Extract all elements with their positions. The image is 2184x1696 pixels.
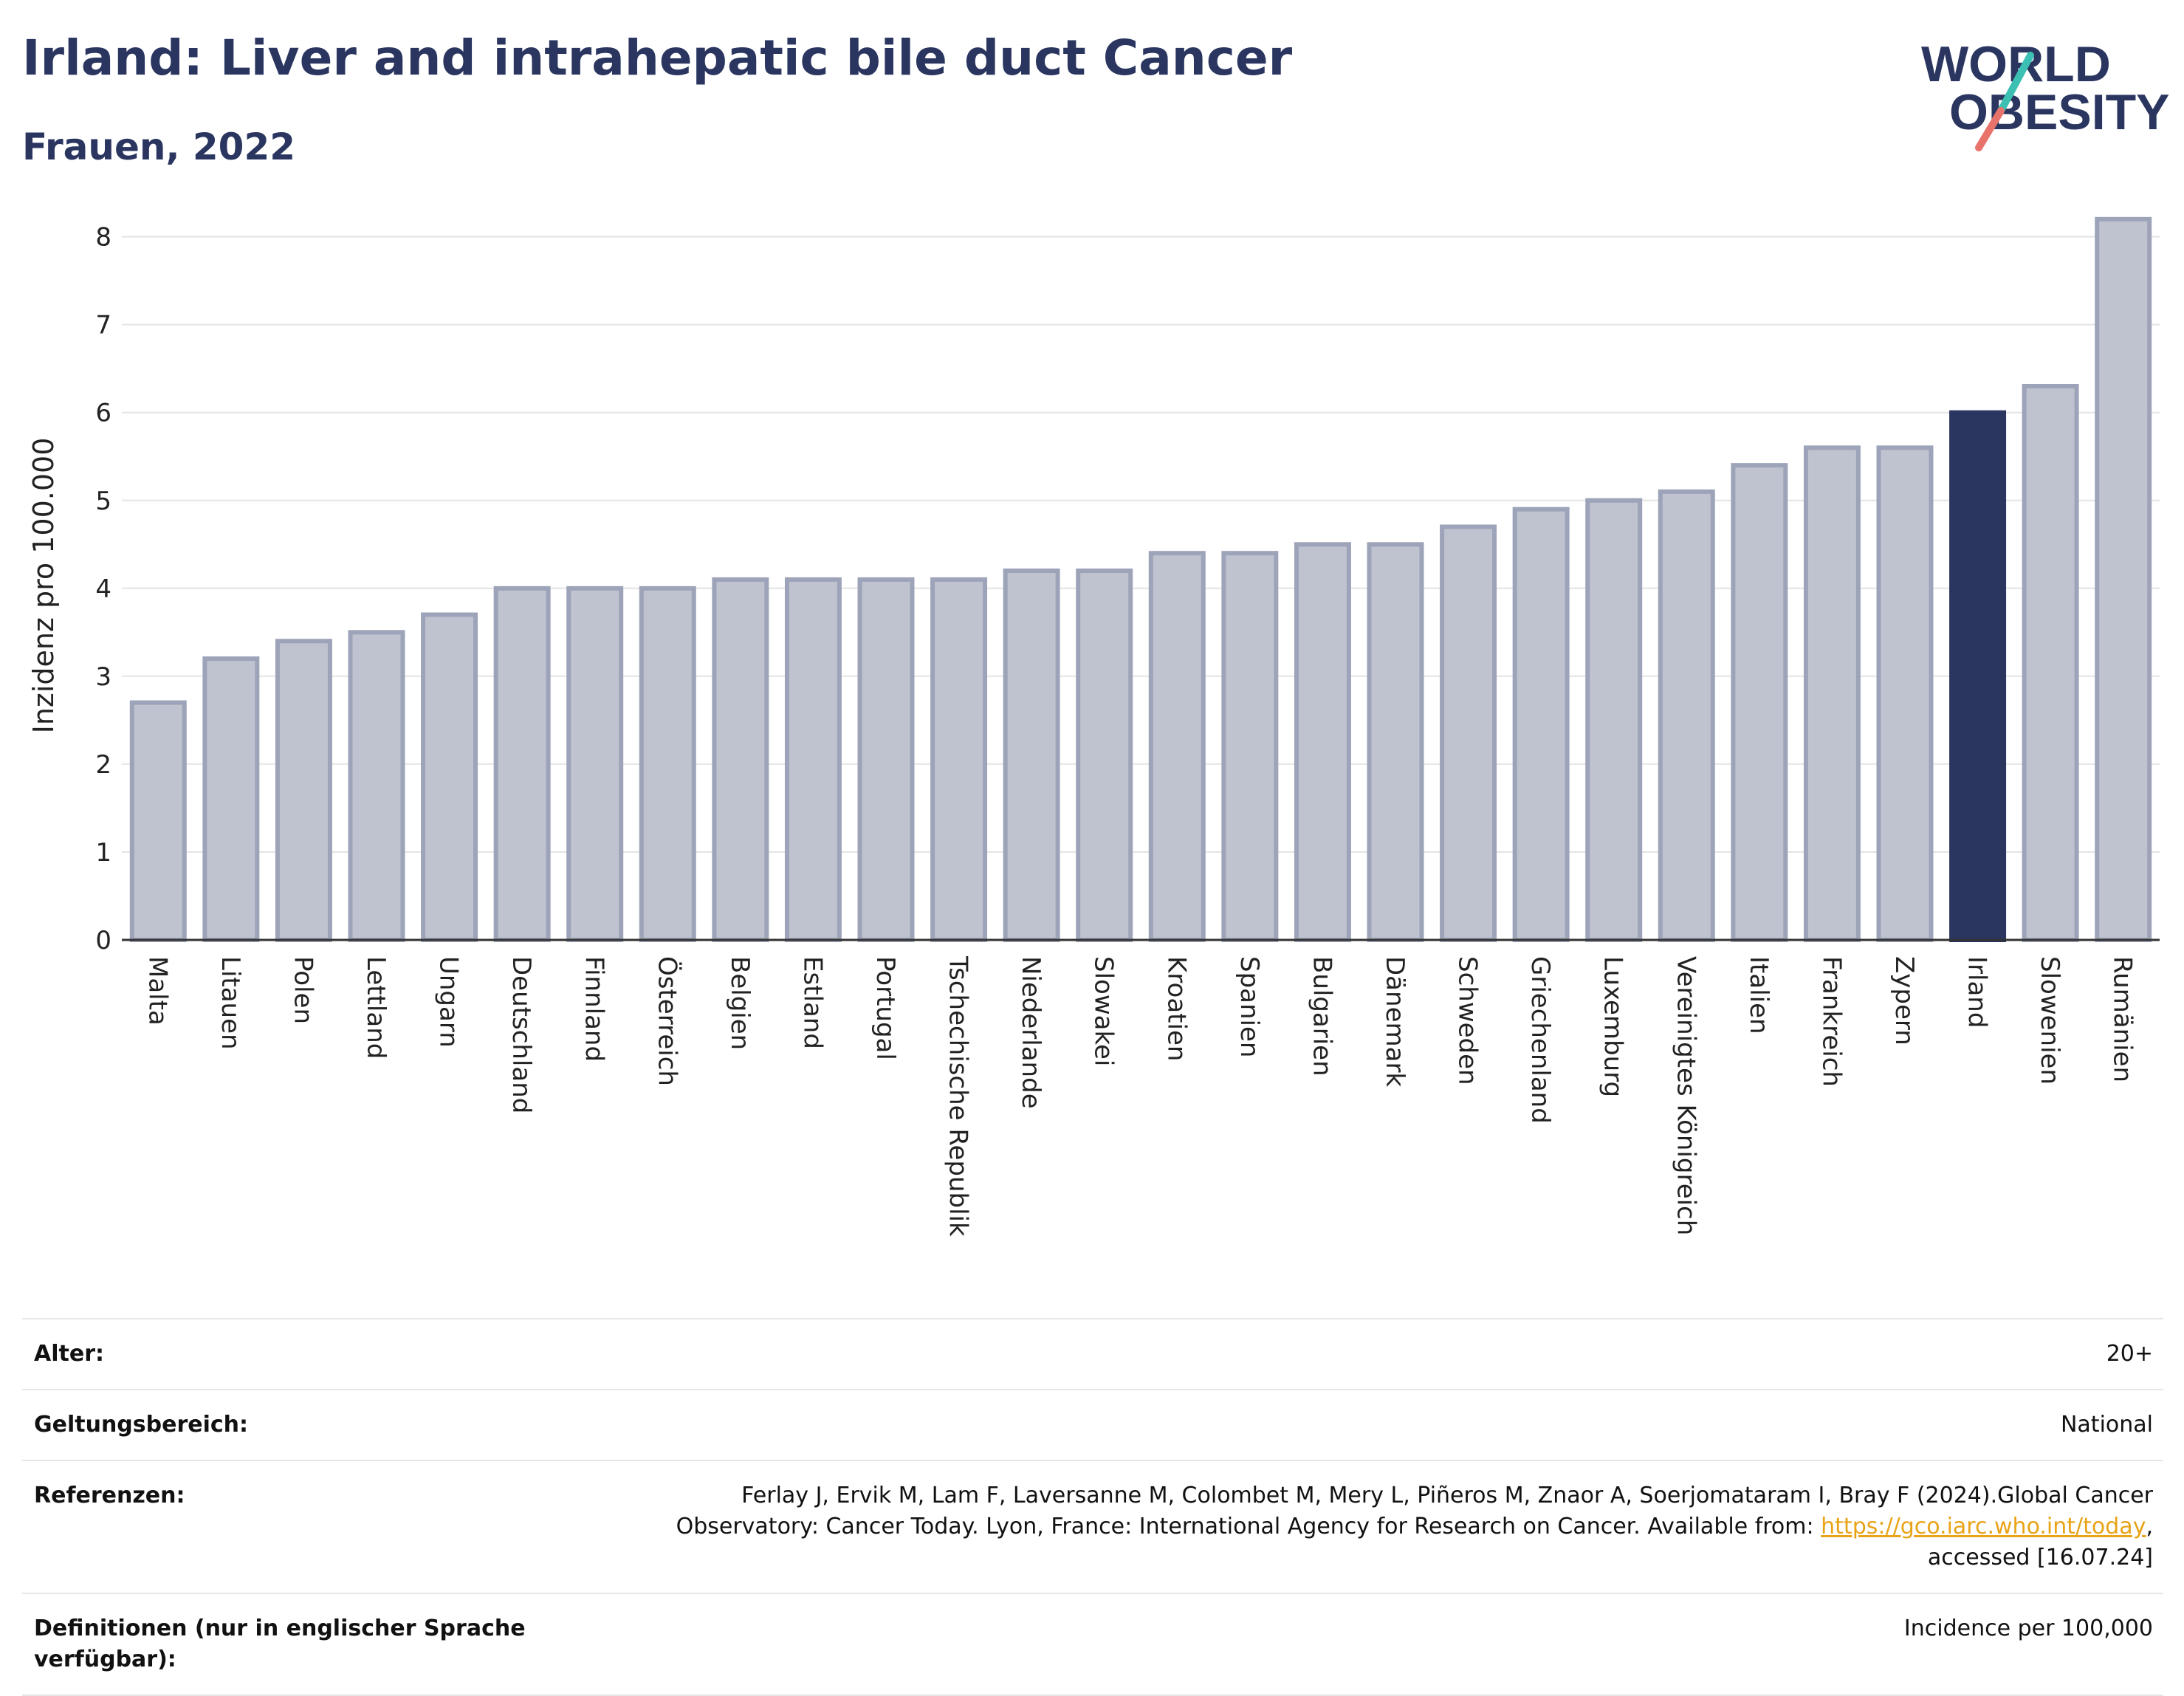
x-tick-label: Lettland [361, 956, 391, 1059]
bars [129, 216, 2152, 943]
x-tick-label: Tschechische Republik [944, 955, 973, 1237]
references-link[interactable]: https://gco.iarc.who.int/today [1821, 1514, 2146, 1539]
x-tick-label: Finnland [580, 956, 609, 1062]
x-tick-label: Frankreich [1816, 956, 1846, 1087]
x-tick-label: Österreich [652, 956, 682, 1086]
y-tick-label: 7 [95, 311, 111, 340]
x-tick-label: Portugal [870, 956, 900, 1060]
meta-row-scope: Geltungsbereich: National [22, 1389, 2163, 1460]
y-tick-label: 4 [95, 574, 111, 604]
references-text: Ferlay J, Ervik M, Lam F, Laversanne M, … [676, 1483, 2153, 1539]
x-tick-label: Vereinigtes Königreich [1671, 956, 1700, 1235]
x-axis-ticks: Malta Litauen Polen Lettland Ungarn Deutschla… [142, 955, 2137, 1237]
x-tick-label: Rumänien [2108, 956, 2137, 1082]
x-tick-label: Bulgarien [1307, 956, 1336, 1077]
y-tick-label: 5 [95, 487, 111, 516]
definitions-value: Incidence per 100,000 [1903, 1616, 2153, 1641]
bar-slowenien [2022, 384, 2079, 942]
chart-subtitle: Frauen, 2022 [22, 126, 296, 168]
meta-row-definitions: Definitionen (nur in englischer Sprache … [22, 1593, 2163, 1696]
scope-value: National [2060, 1412, 2153, 1438]
x-tick-label: Slowakei [1089, 956, 1119, 1066]
y-tick-label: 2 [95, 750, 111, 780]
bar-litauen [202, 656, 260, 942]
x-tick-label: Ungarn [434, 956, 464, 1048]
x-tick-label: Irland [1962, 956, 1992, 1028]
definitions-label: Definitionen (nur in englischer Sprache … [34, 1616, 526, 1672]
bar-finnland [566, 586, 624, 942]
bar-ungarn [421, 612, 478, 942]
bar-estland [784, 577, 842, 943]
bar-malta [129, 700, 187, 942]
references-text-end: , accessed [16.07.24] [1927, 1514, 2153, 1570]
bar-tschechische-republik [930, 577, 988, 943]
bar-portugal [857, 577, 915, 943]
age-label: Alter: [34, 1341, 104, 1367]
logo-slash-top [1997, 52, 2034, 114]
scope-label: Geltungsbereich: [34, 1412, 249, 1438]
bar-griechenland [1512, 507, 1570, 942]
x-tick-label: Litauen [216, 956, 245, 1050]
bar-luxemburg [1585, 498, 1643, 942]
chart-title: Irland: Liver and intrahepatic bile duct… [22, 30, 1293, 86]
bar-slowakei [1076, 569, 1133, 942]
y-tick-label: 0 [95, 926, 111, 955]
x-tick-label: Malta [142, 956, 172, 1026]
bar-spanien [1221, 551, 1279, 942]
world-obesity-logo: WORLD OBESITY [1921, 36, 2170, 151]
y-tick-label: 8 [95, 223, 111, 253]
logo-slash-bottom [1975, 107, 2005, 151]
bar-chart: 0 1 2 3 4 5 6 7 8 Malta Litauen Polen Lettland Ungar… [27, 216, 2160, 1237]
x-tick-label: Deutschland [506, 956, 536, 1113]
bar-polen [275, 639, 332, 942]
meta-row-age: Alter: 20+ [22, 1318, 2163, 1389]
bar-irland [1949, 410, 2007, 942]
bar-österreich [639, 586, 696, 942]
x-tick-label: Luxemburg [1598, 956, 1628, 1097]
y-tick-label: 6 [95, 399, 111, 428]
x-tick-label: Belgien [725, 956, 755, 1050]
x-tick-label: Schweden [1453, 956, 1483, 1085]
bar-zypern [1876, 445, 1934, 942]
x-tick-label: Slowenien [2035, 956, 2064, 1085]
metadata-table: Alter: 20+ Geltungsbereich: National Ref… [22, 1318, 2163, 1696]
references-label: Referenzen: [34, 1483, 185, 1508]
bar-italien [1731, 463, 1788, 942]
x-tick-label: Polen [288, 956, 317, 1024]
x-tick-label: Dänemark [1380, 956, 1409, 1087]
bar-belgien [712, 577, 769, 943]
bar-rumänien [2095, 216, 2152, 942]
y-tick-label: 1 [95, 838, 111, 868]
y-axis-label: Inzidenz pro 100.000 [27, 438, 60, 734]
y-axis-ticks: 0 1 2 3 4 5 6 7 8 [95, 223, 111, 955]
bar-dänemark [1367, 542, 1424, 942]
x-tick-label: Kroatien [1161, 956, 1191, 1061]
x-tick-label: Italien [1744, 956, 1773, 1034]
x-tick-label: Griechenland [1525, 956, 1555, 1124]
x-tick-label: Estland [797, 956, 827, 1049]
age-value: 20+ [2106, 1341, 2153, 1367]
bar-niederlande [1003, 569, 1060, 942]
x-tick-label: Zypern [1889, 956, 1919, 1046]
x-tick-label: Niederlande [1016, 956, 1045, 1109]
bar-schweden [1440, 524, 1497, 942]
bar-deutschland [493, 586, 551, 942]
y-tick-label: 3 [95, 662, 111, 692]
bar-lettland [348, 630, 405, 942]
meta-row-references: Referenzen: Ferlay J, Ervik M, Lam F, La… [22, 1460, 2163, 1593]
bar-frankreich [1803, 445, 1861, 942]
bar-bulgarien [1294, 542, 1351, 942]
bar-kroatien [1148, 551, 1206, 942]
bar-vereinigtes-königreich [1658, 489, 1715, 942]
references-value: Ferlay J, Ervik M, Lam F, Laversanne M, … [602, 1480, 2153, 1573]
x-tick-label: Spanien [1234, 956, 1264, 1057]
